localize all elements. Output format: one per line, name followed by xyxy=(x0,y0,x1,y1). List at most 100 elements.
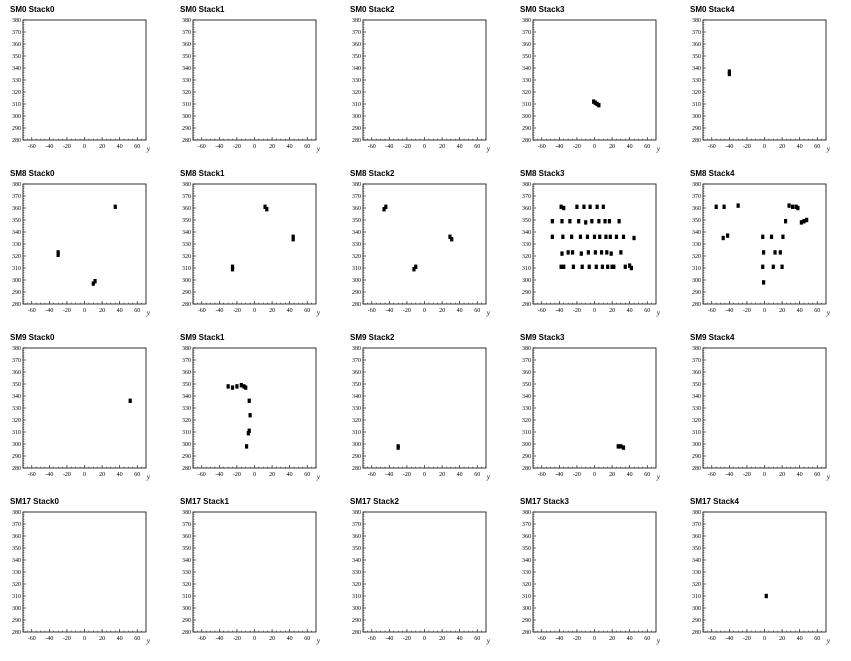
y-tick-label: 360 xyxy=(182,206,191,212)
data-point xyxy=(799,220,803,225)
x-tick-label: -40 xyxy=(215,308,223,314)
data-point xyxy=(230,267,235,272)
data-point xyxy=(605,250,609,255)
panel-sm0-stack1: SM0 Stack1 280 290 300 310 320 330 340 350 360 370… xyxy=(180,5,321,153)
y-tick-label: 280 xyxy=(522,302,531,308)
x-tick-label: 20 xyxy=(99,144,105,150)
y-tick-label: 330 xyxy=(692,78,701,84)
y-tick-label: 370 xyxy=(352,194,361,200)
data-point xyxy=(550,234,554,239)
data-point xyxy=(590,219,594,224)
x-tick-label: 0 xyxy=(763,144,766,150)
y-tick-label: 300 xyxy=(12,442,21,448)
x-tick-label: 20 xyxy=(779,308,785,314)
y-tick-label: 300 xyxy=(182,606,191,612)
x-tick-label: -60 xyxy=(538,472,546,478)
x-axis-label: y xyxy=(486,309,491,317)
y-tick-label: 360 xyxy=(692,370,701,376)
x-axis-label: y xyxy=(656,637,661,645)
y-tick-label: 310 xyxy=(692,594,701,600)
panel-title: SM0 Stack3 xyxy=(520,5,565,14)
data-point xyxy=(595,204,599,209)
x-tick-label: -60 xyxy=(368,472,376,478)
data-point xyxy=(598,234,602,239)
x-tick-label: 20 xyxy=(269,636,275,642)
data-point xyxy=(239,383,243,388)
y-tick-label: 340 xyxy=(12,558,21,564)
x-tick-label: 40 xyxy=(627,472,633,478)
y-tick-label: 350 xyxy=(522,218,531,224)
data-point xyxy=(559,204,563,209)
y-tick-label: 310 xyxy=(182,102,191,108)
data-point xyxy=(113,204,117,209)
x-tick-label: 20 xyxy=(439,308,445,314)
data-point xyxy=(246,431,250,436)
data-point xyxy=(632,235,636,241)
panel-title: SM9 Stack2 xyxy=(350,333,395,342)
data-point xyxy=(566,250,570,255)
y-tick-label: 310 xyxy=(522,594,531,600)
x-axis-label: y xyxy=(316,473,321,481)
x-tick-label: 60 xyxy=(814,144,820,150)
x-tick-label: 40 xyxy=(287,472,293,478)
y-tick-label: 290 xyxy=(12,290,21,296)
x-tick-label: -20 xyxy=(573,144,581,150)
x-tick-label: 40 xyxy=(457,636,463,642)
y-tick-label: 290 xyxy=(522,618,531,624)
data-point xyxy=(796,205,800,211)
x-tick-label: -20 xyxy=(573,636,581,642)
y-tick-label: 320 xyxy=(522,418,531,424)
y-tick-label: 310 xyxy=(352,594,361,600)
data-point xyxy=(617,219,621,224)
y-tick-label: 330 xyxy=(12,570,21,576)
plot-frame xyxy=(702,183,827,305)
y-tick-label: 320 xyxy=(352,582,361,588)
y-tick-label: 330 xyxy=(352,570,361,576)
x-tick-label: -40 xyxy=(45,636,53,642)
x-tick-label: 60 xyxy=(644,636,650,642)
panel-title: SM8 Stack0 xyxy=(10,169,55,178)
x-axis-label: y xyxy=(656,309,661,317)
data-point xyxy=(248,413,252,418)
y-tick-label: 330 xyxy=(522,570,531,576)
x-tick-label: 40 xyxy=(457,144,463,150)
data-point xyxy=(802,219,806,224)
y-tick-label: 290 xyxy=(182,126,191,132)
y-tick-label: 320 xyxy=(12,582,21,588)
x-tick-label: -40 xyxy=(385,308,393,314)
panel-title: SM9 Stack4 xyxy=(690,333,735,342)
x-tick-label: -60 xyxy=(28,144,36,150)
x-tick-label: 40 xyxy=(117,308,123,314)
x-tick-label: 40 xyxy=(287,636,293,642)
y-tick-label: 340 xyxy=(522,230,531,236)
y-tick-label: 330 xyxy=(182,406,191,412)
data-point xyxy=(623,264,627,269)
y-tick-label: 290 xyxy=(692,126,701,132)
x-tick-label: 20 xyxy=(439,636,445,642)
data-point xyxy=(593,250,597,255)
x-axis-label: y xyxy=(146,145,151,153)
y-tick-label: 380 xyxy=(692,182,701,188)
y-tick-label: 320 xyxy=(352,254,361,260)
y-tick-label: 350 xyxy=(12,546,21,552)
y-tick-label: 280 xyxy=(692,630,701,636)
y-tick-label: 350 xyxy=(182,218,191,224)
y-tick-label: 320 xyxy=(692,254,701,260)
data-point xyxy=(91,281,95,286)
panel-sm0-stack4: SM0 Stack4 280 290 300 310 320 330 340 350 360 370… xyxy=(690,5,831,153)
y-tick-label: 360 xyxy=(12,370,21,376)
x-tick-label: 0 xyxy=(253,144,256,150)
y-tick-label: 330 xyxy=(692,570,701,576)
y-tick-label: 320 xyxy=(182,582,191,588)
x-tick-label: 40 xyxy=(117,144,123,150)
y-tick-label: 300 xyxy=(522,114,531,120)
x-axis-label: y xyxy=(826,637,831,645)
y-tick-label: 330 xyxy=(12,78,21,84)
data-point xyxy=(586,250,590,255)
data-point xyxy=(56,250,60,255)
y-tick-label: 290 xyxy=(352,126,361,132)
plot-frame xyxy=(22,347,147,469)
y-tick-label: 300 xyxy=(352,278,361,284)
y-tick-label: 350 xyxy=(12,218,21,224)
x-axis-label: y xyxy=(146,473,151,481)
